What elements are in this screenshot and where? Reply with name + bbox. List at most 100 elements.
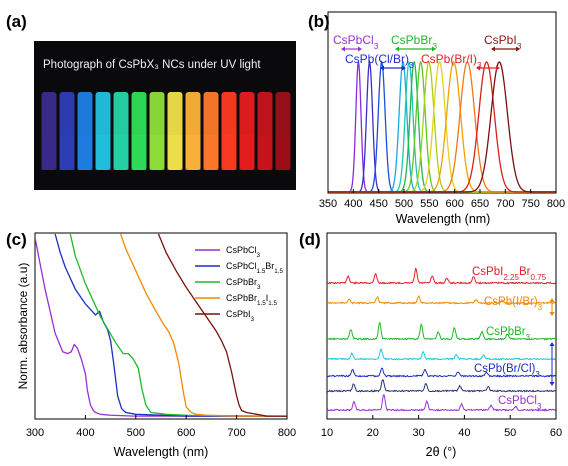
panel-c-xlabel: Wavelength (nm) <box>114 445 209 459</box>
c-tick-label-500: 500 <box>127 427 145 439</box>
panel-d: (d) 10 20 30 40 50 60 2θ (°) CsPbI2.25Br0.75C… <box>299 230 562 459</box>
c-series-5 <box>157 233 287 417</box>
pl-peak-10 <box>328 61 556 193</box>
panel-d-frame <box>326 232 557 420</box>
c-legend-entry-1: CsPbCl3 <box>226 245 261 259</box>
d-range-arrow-1 <box>549 298 555 316</box>
d-trace-1 <box>326 267 557 285</box>
panel-a-label: (a) <box>6 12 27 31</box>
panel-d-xlabel: 2θ (°) <box>426 445 457 459</box>
d-trace-5 <box>326 367 557 378</box>
b-tick-label-650: 650 <box>471 198 489 210</box>
d-tick-label-50: 50 <box>504 427 516 439</box>
b-range-arrow-3 <box>491 46 520 52</box>
panel-d-label: (d) <box>299 230 321 249</box>
panel-c-legend: CsPbCl3 CsPbCl1.5Br1.5 CsPbBr3 CsPbBr1.5I1.… <box>195 245 284 323</box>
b-tick-label-600: 600 <box>445 198 463 210</box>
pl-peak-8 <box>328 60 556 193</box>
c-legend-entry-5: CsPbI3 <box>226 309 255 323</box>
pl-peak-9 <box>328 61 556 193</box>
pl-peak-7 <box>328 60 556 193</box>
d-trace-2 <box>326 294 557 305</box>
b-annotation-4: CsPb(Cl/Br)3 <box>345 52 414 70</box>
panel-b: (b) 350 400 450 500 550 600 650 700 750 800 Wavel… <box>308 11 565 226</box>
c-tick-label-700: 700 <box>227 427 245 439</box>
d-tick-label-20: 20 <box>367 427 379 439</box>
b-tick-label-550: 550 <box>420 198 438 210</box>
panel-c-frame <box>34 232 288 420</box>
panel-b-label: (b) <box>308 12 330 31</box>
vial-glow-1 <box>41 134 57 170</box>
panel-c-plot <box>35 233 287 417</box>
c-series-4 <box>120 233 287 417</box>
pl-peak-11 <box>328 61 556 193</box>
d-trace-7 <box>326 394 557 412</box>
b-range-arrow-4 <box>380 65 406 71</box>
b-tick-label-450: 450 <box>369 198 387 210</box>
vial-glow-12 <box>239 134 255 170</box>
pl-peak-12 <box>328 61 556 193</box>
vial-row <box>41 92 291 170</box>
panel-c-label: (c) <box>6 230 27 249</box>
vial-glow-10 <box>203 134 219 170</box>
pl-peak-4 <box>328 60 556 193</box>
b-range-arrow-5 <box>476 65 500 71</box>
c-tick-label-800: 800 <box>278 427 296 439</box>
panel-d-x-ticks: 10 20 30 40 50 60 <box>321 415 562 439</box>
c-series-1 <box>35 237 287 417</box>
d-trace-3 <box>326 321 556 341</box>
d-label-1: CsPbI2.25Br0.75 <box>472 266 547 282</box>
d-label-4: CsPb(Br/Cl)3 <box>474 363 540 379</box>
b-annotation-2: CsPbBr3 <box>391 33 437 51</box>
c-tick-label-400: 400 <box>76 427 94 439</box>
vial-glow-3 <box>77 134 93 170</box>
c-series-3 <box>69 233 287 417</box>
vial-glow-7 <box>149 134 165 170</box>
b-tick-label-500: 500 <box>395 198 413 210</box>
pl-peak-13 <box>328 61 556 193</box>
panel-c-x-ticks: 300 400 500 600 700 800 <box>26 415 296 439</box>
b-annotation-5: CsPb(Br/I)3 <box>421 52 482 70</box>
b-tick-label-800: 800 <box>547 198 565 210</box>
pl-peak-3 <box>328 60 556 193</box>
panel-b-xlabel: Wavelength (nm) <box>396 212 491 226</box>
b-tick-label-350: 350 <box>319 198 337 210</box>
d-range-arrow-2 <box>549 342 555 386</box>
pl-peak-2 <box>328 59 556 193</box>
d-label-3: CsPbBr3 <box>486 326 531 342</box>
vial-glow-13 <box>257 134 273 170</box>
c-legend-entry-4: CsPbBr1.5I1.5 <box>226 293 278 307</box>
photo-caption: Photograph of CsPbX₃ NCs under UV light <box>43 59 261 71</box>
c-legend-entry-3: CsPbBr3 <box>226 277 261 291</box>
b-range-arrow-1 <box>341 46 362 52</box>
panel-b-annotations: CsPbCl3 CsPbBr3 CsPbI3 CsPb(Cl/Br)3 CsPb(Br/… <box>333 33 522 71</box>
panel-b-plot <box>328 59 556 193</box>
panel-c-ylabel: Norm. absorbance (a.u) <box>16 263 30 390</box>
d-tick-label-40: 40 <box>458 427 470 439</box>
vial-glow-8 <box>167 134 183 170</box>
c-tick-label-600: 600 <box>177 427 195 439</box>
b-annotation-1: CsPbCl3 <box>333 33 379 51</box>
panel-a: (a) Photograph of CsPbX₃ NCs under UV li… <box>6 12 296 190</box>
d-label-5: CsPbCl3 <box>498 395 542 411</box>
d-tick-label-10: 10 <box>321 427 333 439</box>
panel-b-x-ticks: 350 400 450 500 550 600 650 700 750 800 <box>319 189 565 210</box>
vial-glow-14 <box>275 134 291 170</box>
b-tick-label-750: 750 <box>521 198 539 210</box>
pl-peak-5 <box>328 60 556 193</box>
panel-c: (c) 300 400 500 600 700 800 Wavelength (nm) N… <box>6 230 296 459</box>
c-tick-label-300: 300 <box>26 427 44 439</box>
b-tick-label-700: 700 <box>496 198 514 210</box>
b-annotation-3: CsPbI3 <box>484 33 522 51</box>
pl-peak-1 <box>328 61 556 193</box>
b-range-arrow-2 <box>395 46 436 52</box>
vial-glow-2 <box>59 134 75 170</box>
d-label-2: CsPb(I/Br)3 <box>484 296 543 312</box>
vial-glow-11 <box>221 134 237 170</box>
vial-glow-9 <box>185 134 201 170</box>
d-trace-4 <box>326 348 557 361</box>
vial-glow-6 <box>131 134 147 170</box>
d-tick-label-30: 30 <box>412 427 424 439</box>
